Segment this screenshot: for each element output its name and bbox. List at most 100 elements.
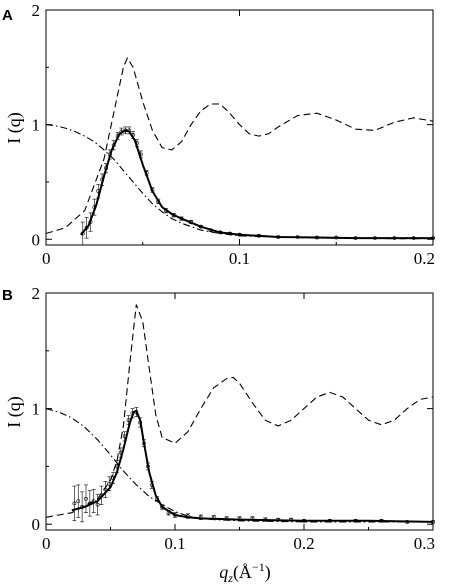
panel-a-data-point (84, 225, 89, 230)
panel-a-data-point (237, 232, 242, 237)
panel-a-frame (45, 9, 434, 246)
panel-a-data-point (198, 224, 203, 229)
panel-b-data-point (103, 487, 108, 492)
panel-b-data-point (126, 418, 131, 423)
panel-b-data-point (134, 410, 139, 414)
panel-a: A I (q) 0 0.1 0.2 0 1 2 (2, 1, 435, 268)
panel-a-data-point (119, 129, 124, 134)
panel-b-data-point (289, 517, 294, 522)
panel-a-data-point (138, 152, 143, 157)
panel-b-data-point (118, 450, 123, 455)
panel-a-data-point (164, 208, 168, 213)
panel-a-data-point (314, 235, 319, 240)
panel-b-data-point (327, 518, 332, 523)
panel-a-data-point (96, 189, 101, 194)
panel-b-data-point (302, 518, 306, 523)
panel-b-ticks: 0 0.1 0.2 0.3 0 1 2 (32, 284, 436, 553)
panel-a-data-point (218, 230, 223, 235)
panel-b-x-tick-label: 0.1 (164, 534, 185, 553)
panel-a-data-point (131, 133, 135, 137)
panel-b-data-point (107, 481, 112, 486)
panel-a-x-tick-label: 0.1 (229, 249, 250, 268)
panel-b-data-point (263, 517, 268, 522)
panel-b-data-point (130, 411, 135, 416)
x-axis-label: qz(Å−1) (219, 560, 270, 585)
panel-a-ticks: 0 0.1 0.2 0 1 2 (32, 1, 436, 268)
panel-a-data-point (431, 236, 435, 241)
panel-a-data-point (127, 128, 132, 133)
panel-b-y-tick-label: 2 (32, 284, 41, 303)
panel-b-data-point (379, 518, 384, 523)
panel-b-data-point (146, 464, 150, 469)
panel-a-y-tick-label: 1 (32, 116, 41, 135)
panel-b-data-point (149, 483, 154, 487)
panel-a-data-point (88, 220, 93, 224)
panel-b-data-point (155, 496, 159, 501)
panel-b-data-point (250, 516, 255, 521)
panel-b-data-point (160, 504, 165, 509)
panel-b-data-point (80, 504, 85, 509)
panel-a-dashdot-curve (45, 124, 433, 240)
panel-b-dashed-curve (45, 304, 434, 518)
panel-a-data-point (111, 143, 116, 148)
panel-b-data-point (87, 501, 92, 506)
panel-a-dashed-curve (45, 56, 434, 235)
panel-b-data-point (76, 499, 81, 503)
panel-a-data-point (256, 233, 261, 238)
panel-a-data-point (179, 216, 184, 221)
panel-b-letter: B (2, 287, 13, 304)
panel-b-data-point (353, 518, 358, 523)
panel-a-data-point (150, 188, 155, 192)
panel-b-data-point (173, 513, 177, 517)
panel-a-y-tick-label: 2 (32, 1, 41, 20)
panel-b-marks (45, 304, 435, 524)
panel-a-fit-curve (80, 129, 433, 240)
panel-b-data-point (198, 515, 203, 520)
panel-a-data-point (107, 152, 112, 157)
panel-b-data-point (138, 420, 143, 425)
panel-a-data-point (334, 235, 339, 240)
panel-a-y-tick-label: 0 (32, 230, 41, 249)
panel-b-data-point (122, 434, 127, 439)
panel-b-data-point (276, 517, 281, 522)
panel-b-data-point (224, 516, 229, 521)
panel-a-data-point (295, 235, 300, 239)
panel-b-data-point (237, 516, 242, 521)
panel-a-data-point (189, 220, 194, 224)
panel-a-data-point (100, 177, 105, 182)
panel-b-data-point (95, 502, 100, 507)
panel-b-data-point (185, 514, 190, 519)
panel-a-data-point (411, 236, 416, 241)
panel-a-data-point (135, 141, 139, 145)
panel-b-data-point (211, 515, 216, 520)
panel-a-data-point (392, 236, 397, 241)
panel-b-data-point (72, 501, 77, 506)
panel-b-y-tick-label: 1 (32, 400, 41, 419)
panel-a-letter: A (2, 7, 13, 24)
panel-b-data-point (111, 476, 115, 480)
panel-a-data-point (227, 231, 232, 236)
panel-a-y-axis-label: I (q) (4, 112, 25, 143)
panel-a-data-point (276, 235, 281, 239)
panel-b-data-point (115, 464, 119, 469)
panel-a-data-point (208, 228, 213, 232)
panel-b-data-point (99, 493, 104, 498)
panel-a-data-point (92, 205, 97, 210)
panel-b-data-point (142, 441, 146, 446)
panel-b-data-point (84, 496, 88, 501)
panel-b-data-point (166, 510, 171, 515)
panel-a-data-point (115, 134, 120, 138)
panel-a-data-point (80, 231, 85, 236)
panel-a-data-point (156, 199, 161, 204)
panel-a-data-point (123, 128, 128, 133)
panel-b-data-point (405, 520, 410, 524)
panel-a-data-point (171, 213, 176, 218)
panel-a-data-point (353, 236, 358, 241)
panel-a-marks (45, 56, 435, 246)
panel-b-fit-curve (71, 409, 434, 523)
panel-b-y-tick-label: 0 (32, 515, 41, 534)
panel-b-y-axis-label: I (q) (4, 396, 25, 427)
panel-b-data-point (431, 520, 435, 524)
panel-b-x-tick-label: 0.3 (414, 534, 435, 553)
